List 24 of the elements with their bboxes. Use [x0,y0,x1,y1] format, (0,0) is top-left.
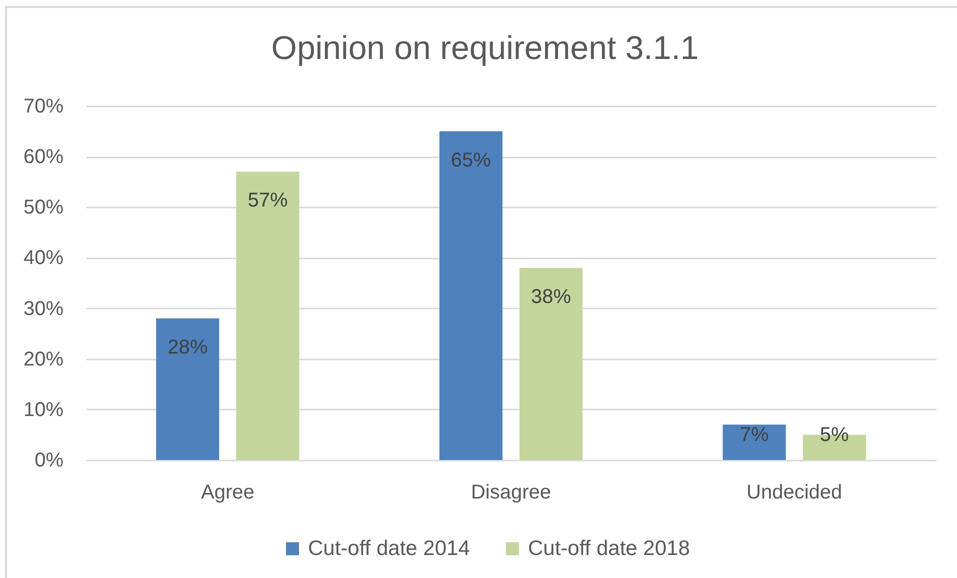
data-label: 65% [450,149,492,172]
y-tick-label: 30% [23,298,64,320]
y-tick-label: 10% [23,398,64,421]
x-tick-label: Undecided [746,482,842,504]
y-tick-label: 50% [23,196,64,219]
y-tick-label: 60% [23,146,64,168]
data-label: 38% [531,286,572,308]
bar [439,131,502,460]
x-tick-label: Disagree [470,482,552,504]
data-label: 7% [740,424,769,446]
bar [236,172,300,460]
legend-label: Cut-off date 2014 [308,536,470,560]
x-tick-label: Agree [200,482,254,504]
bar [520,268,583,460]
y-tick-label: 20% [23,348,64,370]
data-label: 28% [168,336,208,358]
y-tick-label: 40% [23,247,64,270]
legend-label: Cut-off date 2018 [528,536,690,560]
y-tick-label: 70% [23,96,64,118]
y-tick-label: 0% [34,450,64,472]
bar [156,318,220,460]
chart-title: Opinion on requirement 3.1.1 [271,29,699,66]
data-label: 57% [248,190,288,212]
bar [722,424,786,460]
